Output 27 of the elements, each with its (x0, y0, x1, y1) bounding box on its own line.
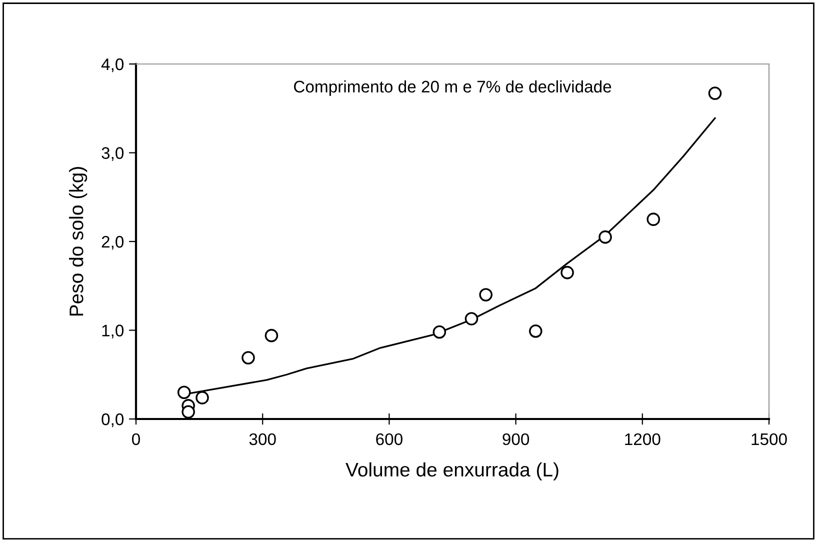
point (464, 312, 478, 326)
point (598, 230, 612, 244)
annotation: Comprimento de 20 m e 7% de declividade (294, 80, 612, 96)
x-tick-label: 300 (249, 433, 276, 446)
point (196, 391, 209, 404)
y-tick-label: 4,0 (101, 58, 124, 72)
y-tick-label: 2,0 (102, 236, 124, 250)
y-axis-title: Peso do solo (kg) (69, 167, 88, 316)
x-tick-label: 900 (502, 433, 530, 446)
point (528, 324, 542, 338)
y-tick-label: 0,0 (102, 413, 124, 428)
x-tick-label: 1200 (625, 433, 660, 446)
point (432, 325, 446, 339)
point (479, 288, 492, 302)
point (264, 328, 278, 342)
y-tick-label: 1,0 (102, 324, 124, 338)
point (177, 386, 191, 400)
x-axis-title: Volume de enxurrada (L) (346, 462, 558, 480)
point (242, 351, 255, 364)
point (182, 405, 195, 419)
point (708, 86, 722, 100)
point (646, 212, 660, 226)
y-tick-label: 3,0 (102, 147, 124, 161)
point (560, 266, 574, 280)
x-tick-label: 0 (132, 433, 140, 446)
x-tick-label: 600 (376, 433, 402, 446)
x-tick-label: 1500 (752, 433, 787, 446)
